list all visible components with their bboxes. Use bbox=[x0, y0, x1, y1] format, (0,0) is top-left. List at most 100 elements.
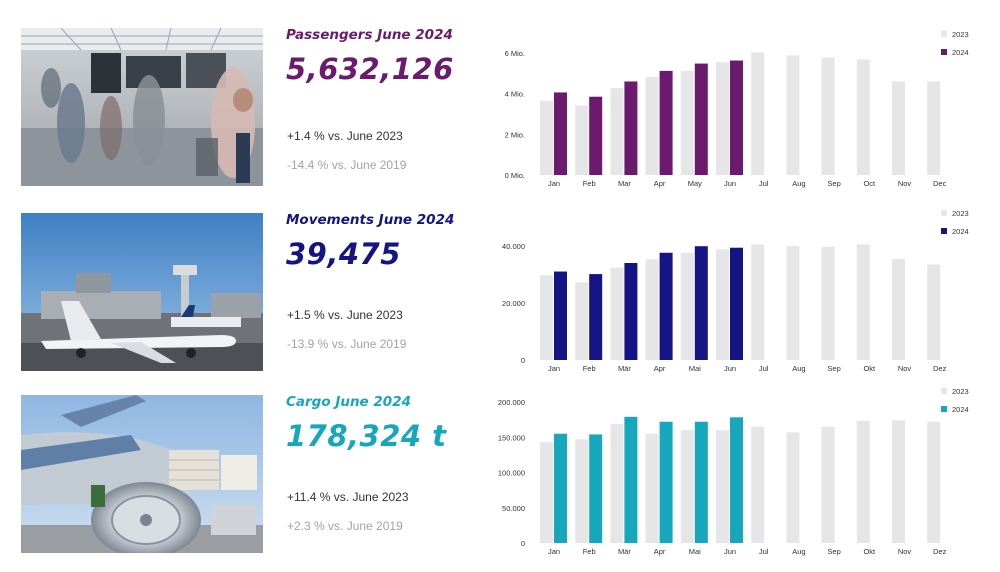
bar-2023 bbox=[645, 259, 659, 360]
x-tick-label: Jan bbox=[548, 179, 560, 188]
x-tick-label: Dez bbox=[933, 364, 947, 373]
bar-2024 bbox=[730, 60, 743, 176]
bar-2023 bbox=[786, 432, 800, 543]
bar-2023 bbox=[610, 267, 624, 360]
bar-2023 bbox=[786, 245, 800, 360]
x-tick-label: Apr bbox=[654, 364, 666, 373]
legend-swatch bbox=[941, 406, 947, 412]
bar-2023 bbox=[751, 244, 765, 360]
kpi-value: 178,324 t bbox=[286, 419, 447, 453]
bar-2023 bbox=[540, 275, 553, 360]
bar-2023 bbox=[856, 59, 870, 175]
bar-2023 bbox=[645, 433, 659, 543]
legend-swatch bbox=[941, 228, 947, 234]
legend-swatch bbox=[941, 210, 947, 216]
panel-title: Passengers June 2024 bbox=[286, 27, 453, 43]
bar-2023 bbox=[610, 87, 624, 175]
x-tick-label: Nov bbox=[898, 364, 912, 373]
comparison-2019: -13.9 % vs. June 2019 bbox=[287, 337, 407, 351]
y-tick-label: 40.000 bbox=[502, 242, 525, 251]
x-tick-label: Oct bbox=[863, 179, 876, 188]
bar-2024 bbox=[694, 63, 708, 175]
x-tick-label: Mär bbox=[618, 364, 631, 373]
x-tick-label: Jan bbox=[548, 547, 560, 556]
legend-swatch bbox=[941, 49, 947, 55]
x-tick-label: Jul bbox=[759, 179, 769, 188]
bar-2023 bbox=[892, 420, 905, 543]
bar-2023 bbox=[610, 423, 624, 543]
cargo-chart: 0 50.000 100.000 150.000 200.000 Jan Feb Mär Apr… bbox=[490, 380, 990, 560]
x-tick-label: Nov bbox=[898, 547, 912, 556]
x-tick-label: Apr bbox=[654, 547, 666, 556]
y-tick-label: 0 Mio. bbox=[505, 171, 525, 180]
y-tick-label: 100.000 bbox=[498, 469, 525, 478]
x-tick-label: Jan bbox=[548, 364, 560, 373]
panel-title: Movements June 2024 bbox=[286, 212, 455, 228]
x-tick-label: Mar bbox=[618, 179, 631, 188]
bar-2023 bbox=[786, 55, 800, 175]
y-tick-label: 150.000 bbox=[498, 433, 525, 442]
x-tick-label: Aug bbox=[792, 179, 805, 188]
panel-title: Cargo June 2024 bbox=[286, 394, 411, 410]
bar-2024 bbox=[624, 81, 638, 175]
cargo-panel: Cargo June 2024 178,324 t +11.4 % vs. Ju… bbox=[0, 380, 1000, 560]
bar-2024 bbox=[624, 416, 638, 543]
bar-2024 bbox=[694, 246, 708, 360]
passengers-chart: 0 Mio. 2 Mio. 4 Mio. 6 Mio. Jan Feb Mar Apr May J… bbox=[490, 0, 990, 188]
bar-2024 bbox=[659, 421, 673, 543]
y-tick-label: 20.000 bbox=[502, 299, 525, 308]
bar-2023 bbox=[856, 421, 870, 543]
y-tick-label: 2 Mio. bbox=[505, 130, 525, 139]
bar-2023 bbox=[751, 52, 765, 175]
bar-2023 bbox=[575, 282, 589, 360]
passengers-panel: Passengers June 2024 5,632,126 +1.4 % vs… bbox=[0, 0, 1000, 188]
bar-2024 bbox=[624, 263, 638, 360]
bar-2023 bbox=[716, 249, 729, 360]
x-tick-label: Feb bbox=[583, 179, 596, 188]
comparison-prev-year: +11.4 % vs. June 2023 bbox=[287, 490, 409, 504]
y-tick-label: 6 Mio. bbox=[505, 49, 525, 58]
x-tick-label: Jul bbox=[759, 364, 769, 373]
bar-2023 bbox=[927, 264, 941, 360]
bar-2023 bbox=[540, 100, 553, 175]
bar-2023 bbox=[716, 62, 729, 175]
x-tick-label: Mär bbox=[618, 547, 631, 556]
bar-2023 bbox=[927, 81, 941, 175]
comparison-2019: +2.3 % vs. June 2019 bbox=[287, 519, 403, 533]
cargo-aircraft-photo bbox=[21, 395, 263, 553]
comparison-prev-year: +1.4 % vs. June 2023 bbox=[287, 129, 403, 143]
bar-2023 bbox=[856, 244, 870, 360]
x-tick-label: Apr bbox=[654, 179, 666, 188]
bar-2023 bbox=[575, 105, 589, 175]
legend-label: 2023 bbox=[952, 30, 969, 39]
x-tick-label: Feb bbox=[583, 364, 596, 373]
x-tick-label: Sep bbox=[827, 364, 840, 373]
bar-2024 bbox=[554, 433, 567, 543]
x-tick-label: Okt bbox=[863, 364, 876, 373]
movements-chart: 0 20.000 40.000 Jan Feb Mär Apr Mai Jun Jul Aug Sep… bbox=[490, 190, 990, 373]
aircraft-apron-photo bbox=[21, 213, 263, 371]
x-tick-label: Nov bbox=[898, 179, 912, 188]
x-tick-label: Mai bbox=[689, 547, 701, 556]
x-tick-label: Jun bbox=[724, 547, 736, 556]
y-tick-label: 200.000 bbox=[498, 398, 525, 407]
x-tick-label: Sep bbox=[827, 179, 840, 188]
legend-label: 2023 bbox=[952, 387, 969, 396]
kpi-value: 39,475 bbox=[286, 237, 401, 271]
x-tick-label: Dez bbox=[933, 547, 947, 556]
x-tick-label: Aug bbox=[792, 364, 805, 373]
x-tick-label: Sep bbox=[827, 547, 840, 556]
bar-2024 bbox=[659, 70, 673, 175]
comparison-prev-year: +1.5 % vs. June 2023 bbox=[287, 308, 403, 322]
bar-2023 bbox=[680, 70, 694, 175]
bar-2024 bbox=[589, 434, 603, 543]
bar-2023 bbox=[645, 76, 659, 175]
bar-2024 bbox=[554, 92, 567, 175]
legend-label: 2024 bbox=[952, 227, 969, 236]
bar-2024 bbox=[659, 252, 673, 360]
bar-2023 bbox=[821, 426, 835, 543]
movements-panel: Movements June 2024 39,475 +1.5 % vs. Ju… bbox=[0, 190, 1000, 373]
bar-2023 bbox=[821, 57, 835, 176]
y-tick-label: 0 bbox=[521, 539, 525, 548]
y-tick-label: 0 bbox=[521, 356, 525, 365]
